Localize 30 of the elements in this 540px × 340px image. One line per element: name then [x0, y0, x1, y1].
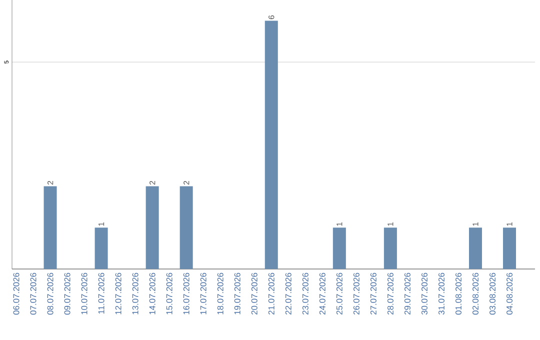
x-tick-label: 10.07.2026 — [81, 272, 88, 314]
x-tick-label: 07.07.2026 — [30, 272, 36, 315]
x-tick-label: 03.08.2026 — [490, 272, 496, 315]
x-tick-label: 20.07.2026 — [251, 272, 258, 314]
x-tick-label: 11.07.2026 — [98, 272, 104, 314]
x-tick-label: 25.07.2026 — [336, 272, 342, 314]
x-tick-label: 19.07.2026 — [234, 272, 240, 314]
x-tick-label: 09.07.2026 — [64, 272, 70, 315]
x-tick-label: 24.07.2026 — [319, 272, 326, 314]
x-tick-label: 12.07.2026 — [115, 272, 122, 314]
x-tick-label: 23.07.2026 — [302, 272, 308, 314]
x-tick-label: 28.07.2026 — [387, 272, 394, 314]
x-tick-label: 16.07.2026 — [183, 272, 190, 314]
x-tick-label: 04.08.2026 — [506, 272, 512, 315]
x-tick-label: 18.07.2026 — [217, 272, 224, 314]
x-tick-label: 13.07.2026 — [132, 272, 138, 314]
x-tick-label: 27.07.2026 — [370, 272, 376, 314]
x-tick-label: 15.07.2026 — [166, 272, 172, 314]
x-tick-label: 29.07.2026 — [404, 272, 410, 314]
x-tick-label: 31.07.2026 — [438, 272, 444, 315]
x-tick-label: 17.07.2026 — [200, 272, 206, 314]
x-tick-label: 08.07.2026 — [47, 272, 54, 315]
x-tick-label: 26.07.2026 — [353, 272, 360, 314]
x-tick-label: 30.07.2026 — [421, 272, 428, 315]
x-tick-label: 22.07.2026 — [285, 272, 292, 314]
x-tick-label: 21.07.2026 — [268, 272, 274, 314]
x-tick-label: 01.08.2026 — [455, 272, 462, 315]
x-tick-label: 06.07.2026 — [13, 272, 20, 315]
x-tick-label: 14.07.2026 — [149, 272, 156, 314]
x-tick-label: 02.08.2026 — [472, 272, 478, 315]
